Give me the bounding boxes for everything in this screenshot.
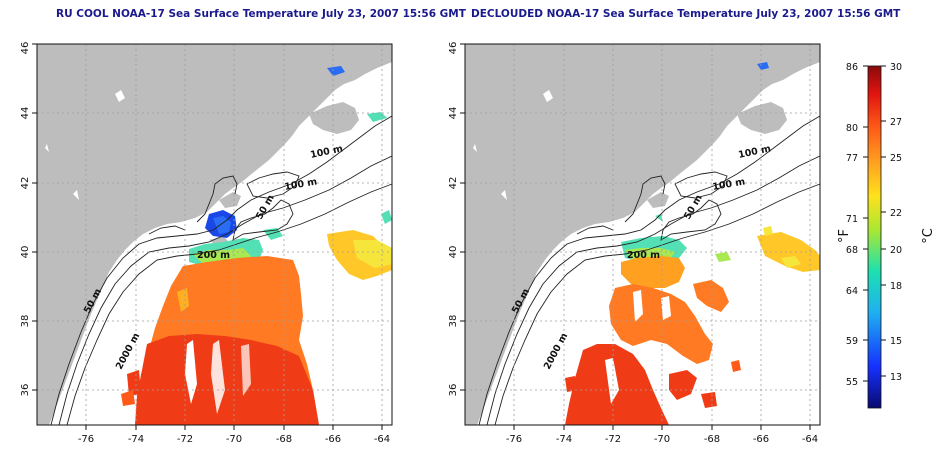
left-sst-overlay [121,66,392,425]
lon-tick-label: -66 [325,434,341,445]
colorbar: 86 80 77 71 68 64 59 55 30 27 25 22 20 1… [837,62,936,409]
right-panel-title: DECLOUDED NOAA-17 Sea Surface Temperatur… [471,8,901,20]
right-sst-overlay [565,62,820,425]
colorbar-c-tick: 15 [890,336,902,347]
lat-tick-label: 40 [448,246,459,259]
colorbar-f-tick: 77 [846,153,858,164]
lon-tick-label: -66 [753,434,769,445]
lon-tick-label: -72 [605,434,621,445]
left-graticule [37,44,392,425]
lon-tick-label: -72 [177,434,193,445]
lat-tick-label: 42 [20,177,31,190]
right-graticule [465,44,820,425]
colorbar-f-tick: 80 [846,123,858,134]
lat-tick-label: 44 [448,107,459,120]
lat-tick-label: 36 [20,384,31,397]
left-axes: -76 -74 -72 -70 -68 -66 -64 36 38 40 42 … [20,42,390,445]
colorbar-f-tick: 71 [846,214,858,225]
colorbar-c-tick: 18 [890,281,902,292]
lon-tick-label: -74 [128,434,144,445]
colorbar-celsius-unit: °C [921,228,936,244]
left-map-panel: 100 m 100 m 50 m 200 m 50 m 2000 m [36,43,393,426]
colorbar-f-tick: 59 [846,336,858,347]
right-contour-label: 200 m [627,250,660,261]
left-panel-title: RU COOL NOAA-17 Sea Surface Temperature … [56,8,466,20]
colorbar-c-tick: 13 [890,372,902,383]
lon-tick-label: -68 [276,434,292,445]
lon-tick-label: -76 [506,434,522,445]
lon-tick-label: -74 [556,434,572,445]
colorbar-f-tick: 86 [846,62,858,73]
lat-tick-label: 46 [448,42,459,55]
lat-tick-label: 38 [448,315,459,328]
colorbar-gradient [867,65,882,409]
colorbar-fahrenheit-unit: °F [837,229,852,243]
colorbar-c-tick: 22 [890,208,902,219]
lat-tick-label: 44 [20,107,31,120]
lat-tick-label: 46 [20,42,31,55]
lon-tick-label: -68 [704,434,720,445]
lon-tick-label: -70 [226,434,242,445]
colorbar-f-tick: 68 [846,245,858,256]
lon-tick-label: -76 [78,434,94,445]
lon-tick-label: -64 [802,434,818,445]
lat-tick-label: 42 [448,177,459,190]
colorbar-c-tick: 27 [890,117,902,128]
colorbar-c-tick: 20 [890,245,902,256]
colorbar-c-tick: 30 [890,62,902,73]
lat-tick-label: 40 [20,246,31,259]
right-axes: -76 -74 -72 -70 -68 -66 -64 36 38 40 42 … [448,42,818,445]
lat-tick-label: 36 [448,384,459,397]
colorbar-f-tick: 55 [846,377,858,388]
lon-tick-label: -70 [654,434,670,445]
lon-tick-label: -64 [374,434,390,445]
left-contour-label: 200 m [197,250,230,261]
lat-tick-label: 38 [20,315,31,328]
right-map-panel: 100 m 100 m 50 m 200 m 50 m 2000 m [464,43,821,426]
colorbar-f-tick: 64 [846,286,858,297]
colorbar-c-tick: 25 [890,153,902,164]
